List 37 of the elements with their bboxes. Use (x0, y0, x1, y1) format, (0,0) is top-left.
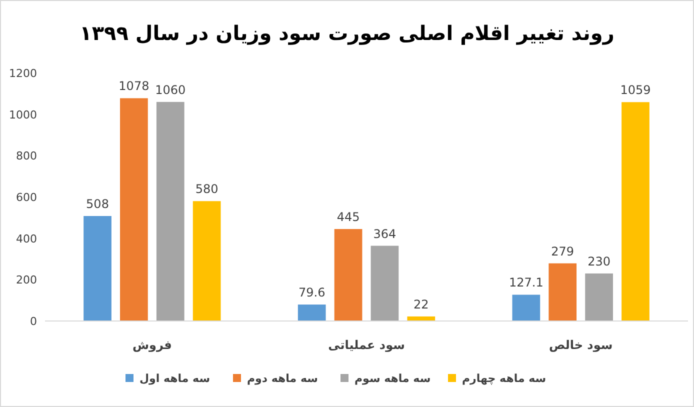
data-label: 127.1 (509, 276, 544, 290)
chart-title: روند تغییر اقلام اصلی صورت سود وزیان در سال ۱۳۹۹ (80, 21, 614, 45)
legend-label: سه ماهه اول (140, 372, 210, 385)
x-tick-label: سود عملیاتی (328, 338, 405, 352)
bar (192, 201, 221, 321)
data-label: 230 (588, 254, 611, 268)
legend-label: سه ماهه دوم (247, 372, 318, 385)
data-label: 279 (551, 244, 574, 258)
bar (512, 294, 540, 321)
data-label: 1059 (620, 83, 651, 98)
y-tick-label: 0 (30, 315, 37, 328)
y-tick-label: 800 (16, 150, 37, 163)
data-label: 79.6 (298, 286, 326, 300)
x-tick-label: سود خالص (548, 338, 613, 352)
data-label: 508 (86, 197, 109, 212)
legend-label: سه ماهه سوم (354, 372, 431, 385)
data-label: 22 (414, 297, 429, 312)
data-label: 445 (336, 210, 360, 224)
data-label: 1060 (155, 82, 186, 97)
bar (585, 273, 613, 321)
y-tick-label: 1000 (9, 108, 37, 122)
y-tick-label: 200 (16, 274, 37, 287)
y-tick-label: 400 (16, 232, 37, 246)
bar (548, 263, 577, 321)
bar (120, 98, 148, 321)
bar (84, 216, 112, 321)
bar (622, 102, 650, 321)
bar (298, 304, 326, 321)
bar (156, 102, 184, 321)
y-tick-label: 1200 (9, 67, 37, 80)
data-label: 1078 (118, 79, 150, 94)
bar (334, 229, 362, 321)
bar (370, 246, 399, 321)
data-label: 580 (195, 182, 218, 196)
data-label: 364 (373, 226, 396, 241)
y-tick-label: 600 (16, 191, 37, 204)
x-tick-label: فروش (132, 338, 172, 352)
